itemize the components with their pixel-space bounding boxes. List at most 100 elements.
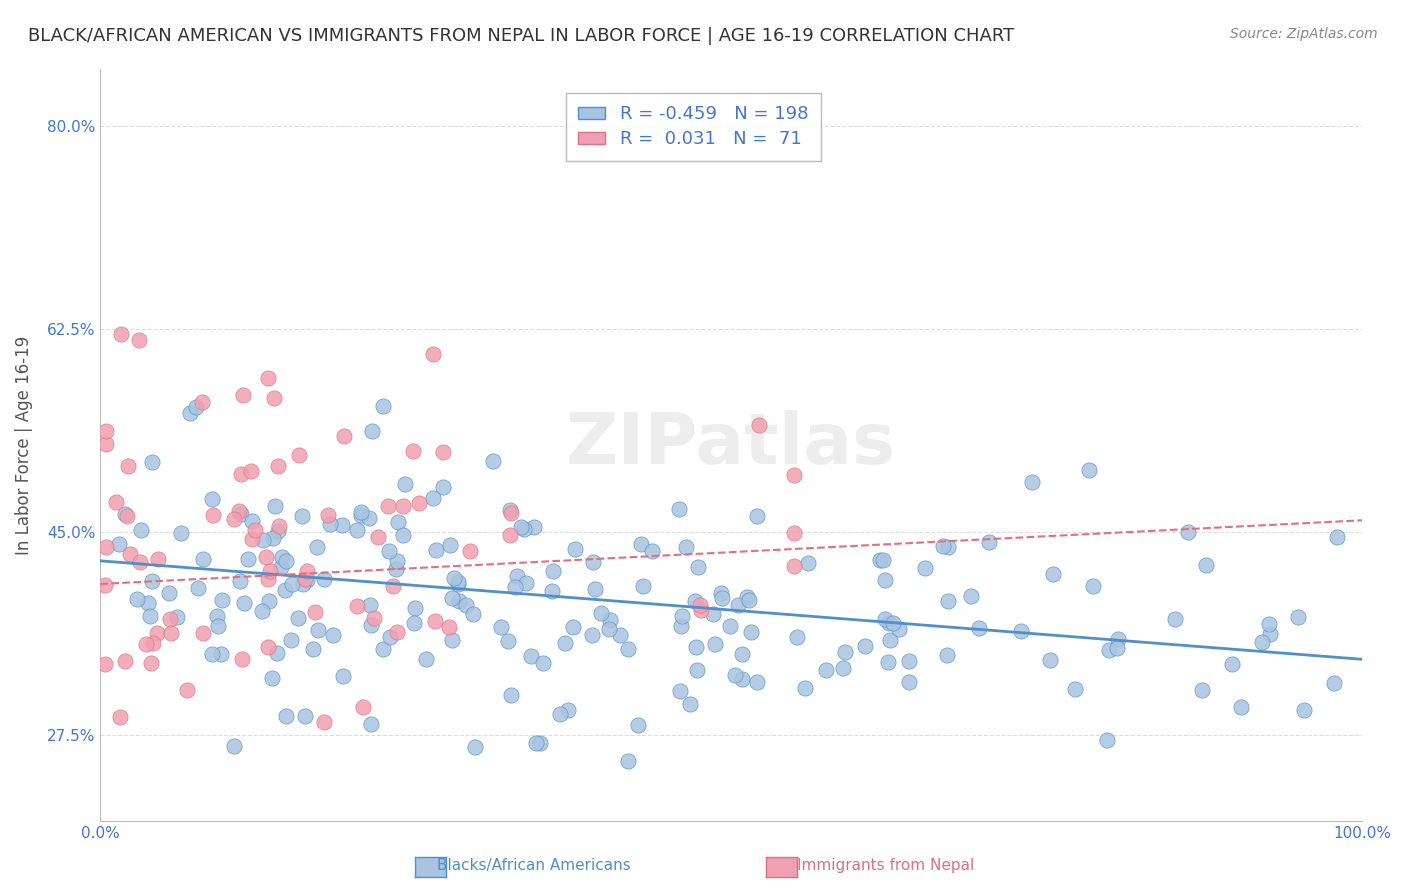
Point bbox=[548, 707, 571, 722]
Point bbox=[1292, 704, 1315, 718]
Point bbox=[1230, 699, 1253, 714]
Point bbox=[668, 684, 690, 698]
Point bbox=[598, 622, 620, 636]
Point bbox=[977, 534, 1000, 549]
Point bbox=[291, 577, 314, 591]
Point bbox=[305, 540, 328, 554]
Point bbox=[499, 528, 522, 542]
Point bbox=[264, 500, 287, 514]
Point bbox=[710, 591, 733, 605]
Point bbox=[1107, 640, 1129, 655]
Point bbox=[731, 672, 754, 686]
Point bbox=[599, 613, 621, 627]
Point bbox=[353, 699, 375, 714]
Point bbox=[671, 609, 693, 624]
Point bbox=[814, 663, 837, 677]
Point bbox=[609, 628, 631, 642]
Point bbox=[114, 654, 136, 668]
Point bbox=[523, 520, 546, 534]
Point bbox=[294, 709, 316, 723]
Point bbox=[385, 554, 408, 568]
Point bbox=[266, 646, 288, 660]
Point bbox=[387, 516, 409, 530]
Point bbox=[201, 647, 224, 661]
Point bbox=[496, 634, 519, 648]
Point bbox=[259, 564, 281, 578]
Point bbox=[724, 668, 747, 682]
Point bbox=[794, 681, 817, 696]
Point bbox=[422, 347, 444, 361]
Point bbox=[740, 624, 762, 639]
Point bbox=[914, 561, 936, 575]
Point bbox=[211, 592, 233, 607]
Point bbox=[447, 576, 470, 591]
Text: Immigrants from Nepal: Immigrants from Nepal bbox=[797, 858, 974, 872]
Point bbox=[461, 607, 484, 622]
Point bbox=[432, 444, 454, 458]
Point bbox=[515, 576, 537, 591]
Point bbox=[738, 593, 761, 607]
Point bbox=[273, 583, 295, 598]
Point bbox=[748, 417, 770, 432]
Point bbox=[295, 564, 318, 578]
Point bbox=[141, 574, 163, 589]
Legend: R = -0.459   N = 198, R =  0.031   N =  71: R = -0.459 N = 198, R = 0.031 N = 71 bbox=[565, 93, 821, 161]
Point bbox=[259, 594, 281, 608]
Point bbox=[877, 615, 900, 630]
Point bbox=[179, 406, 201, 420]
Point bbox=[503, 580, 526, 594]
Point bbox=[869, 553, 891, 567]
Point bbox=[205, 609, 228, 624]
Point bbox=[146, 552, 169, 566]
Point bbox=[349, 505, 371, 519]
Point bbox=[229, 467, 252, 481]
Point bbox=[675, 540, 697, 554]
Point bbox=[250, 604, 273, 618]
Point bbox=[873, 574, 896, 588]
Point bbox=[583, 582, 606, 596]
Point bbox=[159, 612, 181, 626]
Point bbox=[350, 508, 373, 523]
Point bbox=[627, 717, 650, 731]
Point bbox=[1107, 632, 1129, 647]
Point bbox=[432, 480, 454, 494]
Point bbox=[238, 552, 260, 566]
Point bbox=[1323, 676, 1346, 690]
Text: ZIPatlas: ZIPatlas bbox=[567, 410, 896, 480]
Point bbox=[287, 611, 309, 625]
Point bbox=[564, 541, 586, 556]
Point bbox=[690, 603, 713, 617]
Point bbox=[359, 598, 381, 612]
Point bbox=[302, 642, 325, 657]
Point bbox=[120, 547, 142, 561]
Point bbox=[274, 554, 297, 568]
Point bbox=[107, 537, 129, 551]
Point bbox=[94, 657, 117, 672]
Point bbox=[333, 428, 356, 442]
Point bbox=[276, 709, 298, 723]
Point bbox=[291, 509, 314, 524]
Point bbox=[404, 600, 426, 615]
Point bbox=[377, 499, 399, 513]
Point bbox=[141, 455, 163, 469]
Point bbox=[529, 736, 551, 750]
Point bbox=[1063, 681, 1085, 696]
Point bbox=[967, 621, 990, 635]
Point bbox=[367, 530, 389, 544]
Point bbox=[936, 594, 959, 608]
Point bbox=[783, 525, 806, 540]
Point bbox=[159, 625, 181, 640]
Point bbox=[193, 551, 215, 566]
Point bbox=[139, 608, 162, 623]
Point bbox=[1177, 525, 1199, 540]
Point bbox=[440, 591, 463, 605]
Point bbox=[1095, 733, 1118, 747]
Point bbox=[872, 553, 894, 567]
Point bbox=[228, 503, 250, 517]
Point bbox=[1220, 657, 1243, 671]
Point bbox=[257, 572, 280, 586]
Point bbox=[377, 544, 399, 558]
Point bbox=[231, 652, 253, 666]
Point bbox=[378, 630, 401, 644]
Point bbox=[506, 569, 529, 583]
